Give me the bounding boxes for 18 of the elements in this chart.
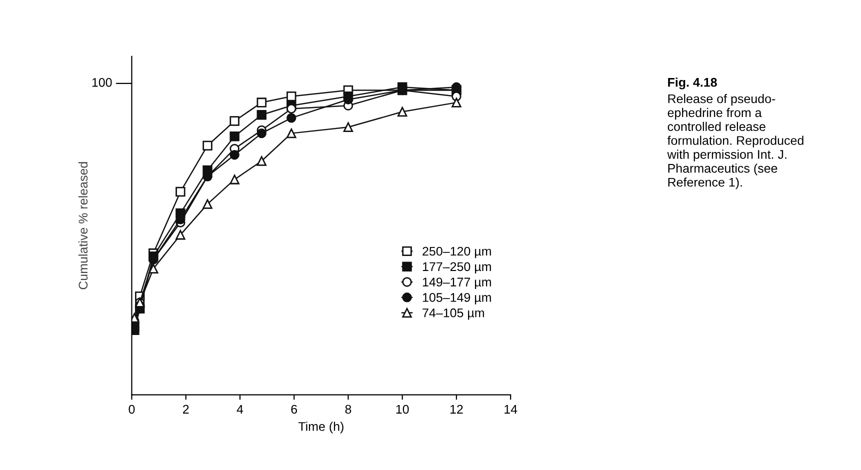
- x-axis-title: Time (h): [298, 422, 344, 434]
- x-tick-label: 2: [183, 404, 189, 414]
- x-tick-label: 14: [504, 404, 518, 414]
- text: Release of pseudo- ephedrine from a controlled release formulation. Reproduced with permission Int. J. Pharmaceutics (see Reference 1).: [667, 94, 804, 190]
- legend-label: 74–105 µm: [422, 308, 484, 320]
- x-tick-label: 6: [291, 404, 298, 414]
- text: Fig. 4.18: [668, 78, 717, 90]
- x-tick-label: 8: [345, 404, 352, 414]
- y-axis-title: Cumulative % released: [78, 162, 88, 290]
- x-tick-label: 0: [128, 404, 135, 414]
- legend-label: 105–149 µm: [422, 293, 491, 304]
- legend-label: 250–120 µm: [422, 246, 491, 258]
- x-tick-label: 10: [396, 404, 409, 414]
- text: 100: [92, 78, 112, 87]
- x-tick-label: 12: [450, 404, 463, 414]
- legend-label: 177–250 µm: [422, 262, 491, 274]
- legend-label: 149–177 µm: [422, 278, 491, 289]
- x-tick-label: 4: [236, 404, 244, 414]
